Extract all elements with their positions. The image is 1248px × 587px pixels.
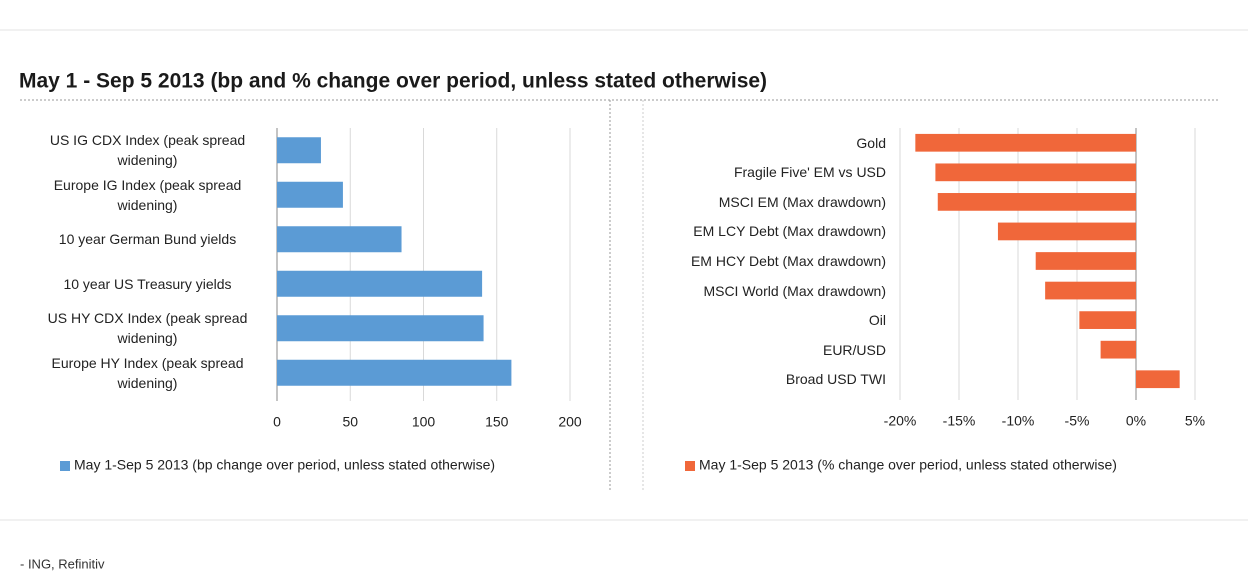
y-tick-label: Fragile Five' EM vs USD [733, 164, 886, 181]
bar [277, 315, 484, 342]
legend-label: May 1-Sep 5 2013 (% change over period, … [699, 457, 1117, 473]
y-tick-label: Europe IG Index (peak spread widening) [53, 176, 242, 213]
y-tick-label: EUR/USD [822, 341, 886, 358]
bar [277, 226, 402, 253]
bar [1136, 370, 1180, 389]
x-tick-label: -5% [1065, 413, 1090, 429]
bar [277, 137, 321, 164]
bar [937, 193, 1136, 211]
legend-label: May 1-Sep 5 2013 (bp change over period,… [74, 457, 495, 473]
bar [277, 359, 512, 386]
x-tick-label: -10% [1002, 413, 1035, 429]
bar [277, 270, 483, 297]
page-title: May 1 - Sep 5 2013 (bp and % change over… [19, 70, 767, 93]
x-tick-label: 5% [1185, 413, 1205, 429]
y-tick-label: Broad USD TWI [785, 371, 886, 388]
bar [1100, 340, 1136, 359]
x-tick-label: -15% [943, 413, 976, 429]
y-tick-label: US HY CDX Index (peak spread widening) [47, 310, 248, 347]
y-tick-label: US IG CDX Index (peak spread widening) [49, 132, 246, 169]
legend-swatch [60, 461, 70, 471]
bar [277, 181, 343, 208]
y-tick-label: Gold [856, 134, 886, 151]
y-tick-label: MSCI EM (Max drawdown) [718, 193, 886, 210]
y-tick-label: 10 year German Bund yields [58, 231, 237, 248]
y-tick-label: EM HCY Debt (Max drawdown) [690, 252, 886, 269]
x-tick-label: 0% [1126, 413, 1146, 429]
legend-swatch [685, 461, 695, 471]
y-tick-label: MSCI World (Max drawdown) [703, 282, 886, 299]
bar [915, 133, 1136, 152]
x-tick-label: 0 [273, 414, 281, 430]
bar [997, 222, 1136, 241]
source: - ING, Refinitiv [20, 556, 105, 571]
bar [935, 163, 1136, 182]
x-tick-label: 50 [342, 414, 358, 430]
bar [1045, 281, 1136, 300]
x-tick-label: 200 [558, 414, 582, 430]
x-tick-label: -20% [884, 413, 917, 429]
y-tick-label: Europe HY Index (peak spread widening) [51, 354, 244, 391]
x-tick-label: 100 [412, 414, 436, 430]
x-tick-label: 150 [485, 414, 509, 430]
bar [1035, 252, 1136, 270]
y-tick-label: EM LCY Debt (Max drawdown) [693, 223, 886, 240]
bar [1079, 311, 1136, 329]
y-tick-label: Oil [868, 312, 886, 329]
y-tick-label: 10 year US Treasury yields [63, 275, 232, 292]
